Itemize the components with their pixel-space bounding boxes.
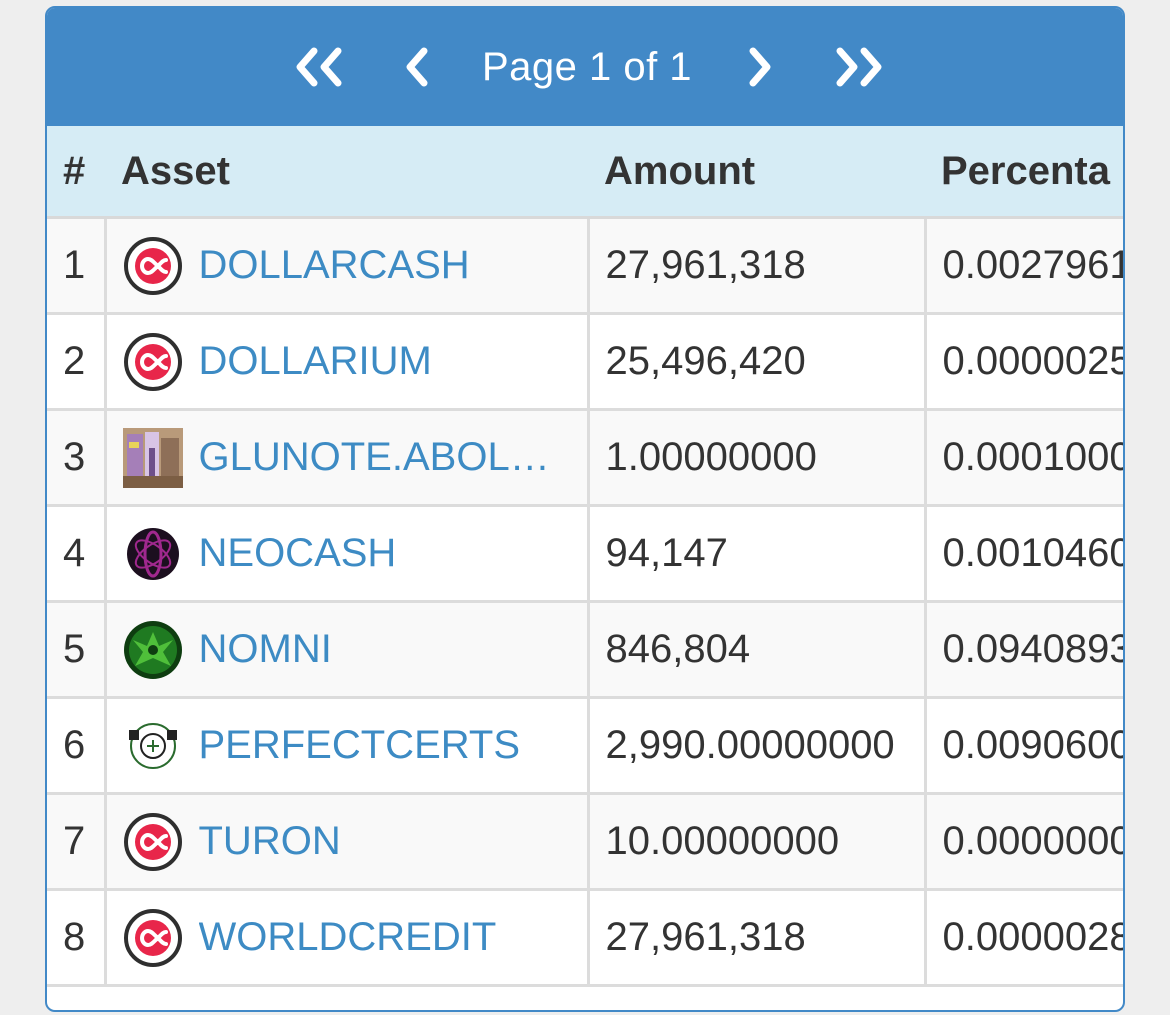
- infinity-coin-icon[interactable]: [123, 812, 183, 872]
- prev-page-button[interactable]: [392, 8, 442, 126]
- assets-table-wrapper[interactable]: # Asset Amount Percenta 1 DOLLARCASH 27,96…: [47, 126, 1123, 987]
- header-asset: Asset: [105, 126, 588, 219]
- row-number: 7: [47, 792, 107, 891]
- double-chevron-right-icon: [836, 47, 882, 87]
- header-percentage: Percenta: [925, 126, 1123, 219]
- asset-link[interactable]: GLUNOTE.ABOL…: [198, 435, 550, 479]
- row-number: 4: [47, 504, 107, 603]
- asset-link-group[interactable]: GLUNOTE.ABOL…: [122, 427, 586, 488]
- photo-thumbnail-icon[interactable]: [122, 427, 183, 488]
- row-number: 5: [47, 600, 107, 699]
- asset-link[interactable]: NEOCASH: [198, 531, 397, 575]
- table-row: 7 TURON 10.00000000 0.0000000: [47, 792, 1123, 891]
- percentage-cell: 0.0000025: [923, 312, 1123, 411]
- asset-link-group[interactable]: DOLLARCASH: [123, 236, 586, 296]
- asset-cell: PERFECTCERTS: [103, 696, 590, 795]
- asset-link[interactable]: DOLLARIUM: [198, 339, 432, 383]
- amount-cell: 1.00000000: [586, 408, 927, 507]
- asset-link-group[interactable]: DOLLARIUM: [123, 332, 586, 392]
- asset-cell: NOMNI: [103, 600, 590, 699]
- last-page-button[interactable]: [827, 8, 891, 126]
- asset-link[interactable]: TURON: [198, 819, 341, 863]
- table-row: 1 DOLLARCASH 27,961,318 0.0027961: [47, 216, 1123, 315]
- table-row: 8 WORLDCREDIT 27,961,318 0.0000028: [47, 888, 1123, 987]
- pagination-bar: Page 1 of 1: [47, 8, 1123, 126]
- asset-cell: TURON: [103, 792, 590, 891]
- table-row: 4 NEOCASH 94,147 0.0010460: [47, 504, 1123, 603]
- certificate-seal-icon[interactable]: [122, 715, 183, 776]
- amount-cell: 846,804: [586, 600, 927, 699]
- asset-link[interactable]: PERFECTCERTS: [198, 723, 521, 767]
- percentage-cell: 0.0001000: [923, 408, 1123, 507]
- asset-cell: NEOCASH: [103, 504, 590, 603]
- chevron-right-icon: [749, 47, 771, 87]
- percentage-cell: 0.0000028: [923, 888, 1123, 987]
- header-number: #: [47, 126, 105, 219]
- double-chevron-left-icon: [296, 47, 342, 87]
- assets-panel: Page 1 of 1 # Asset Amount Percent: [45, 6, 1125, 1012]
- assets-table: # Asset Amount Percenta 1 DOLLARCASH 27,96…: [47, 126, 1123, 987]
- green-emblem-icon[interactable]: [123, 620, 183, 680]
- asset-cell: DOLLARIUM: [103, 312, 590, 411]
- amount-cell: 27,961,318: [586, 888, 927, 987]
- asset-link-group[interactable]: TURON: [123, 812, 586, 872]
- amount-cell: 27,961,318: [586, 216, 927, 315]
- percentage-cell: 0.0027961: [923, 216, 1123, 315]
- percentage-cell: 0.0010460: [923, 504, 1123, 603]
- percentage-cell: 0.0940893: [923, 600, 1123, 699]
- row-number: 6: [47, 696, 107, 795]
- asset-cell: DOLLARCASH: [103, 216, 590, 315]
- table-row: 2 DOLLARIUM 25,496,420 0.0000025: [47, 312, 1123, 411]
- infinity-coin-icon[interactable]: [123, 908, 183, 968]
- table-row: 5 NOMNI 846,804 0.0940893: [47, 600, 1123, 699]
- asset-link-group[interactable]: NOMNI: [123, 620, 586, 680]
- row-number: 2: [47, 312, 107, 411]
- amount-cell: 94,147: [586, 504, 927, 603]
- row-number: 1: [47, 216, 107, 315]
- infinity-coin-icon[interactable]: [123, 332, 183, 392]
- table-header-row: # Asset Amount Percenta: [47, 126, 1123, 219]
- asset-link-group[interactable]: NEOCASH: [123, 524, 586, 584]
- asset-cell: WORLDCREDIT: [103, 888, 590, 987]
- page-indicator: Page 1 of 1: [481, 44, 693, 89]
- asset-link[interactable]: WORLDCREDIT: [198, 915, 497, 959]
- atom-logo-icon[interactable]: [123, 524, 183, 584]
- asset-link[interactable]: DOLLARCASH: [198, 243, 470, 287]
- amount-cell: 10.00000000: [586, 792, 927, 891]
- chevron-left-icon: [406, 47, 428, 87]
- percentage-cell: 0.0000000: [923, 792, 1123, 891]
- amount-cell: 25,496,420: [586, 312, 927, 411]
- header-amount: Amount: [588, 126, 925, 219]
- asset-link[interactable]: NOMNI: [198, 627, 332, 671]
- amount-cell: 2,990.00000000: [586, 696, 927, 795]
- infinity-coin-icon[interactable]: [123, 236, 183, 296]
- row-number: 3: [47, 408, 107, 507]
- table-row: 3 GLUNOTE.ABOL… 1.00000000 0.0001000: [47, 408, 1123, 507]
- asset-cell: GLUNOTE.ABOL…: [103, 408, 590, 507]
- asset-link-group[interactable]: PERFECTCERTS: [122, 715, 586, 776]
- next-page-button[interactable]: [735, 8, 785, 126]
- percentage-cell: 0.0090600: [923, 696, 1123, 795]
- table-row: 6 PERFECTCERTS 2,990.00000000 0.0090600: [47, 696, 1123, 795]
- first-page-button[interactable]: [287, 8, 351, 126]
- asset-link-group[interactable]: WORLDCREDIT: [123, 908, 586, 968]
- row-number: 8: [47, 888, 107, 987]
